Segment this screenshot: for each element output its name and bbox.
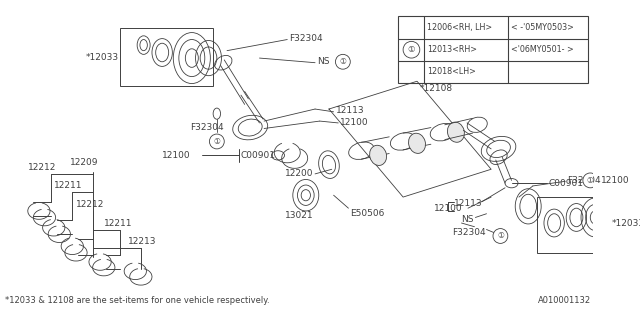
Circle shape xyxy=(209,134,224,149)
Circle shape xyxy=(583,173,598,188)
Text: ①: ① xyxy=(339,57,346,66)
Text: 12211: 12211 xyxy=(104,219,132,228)
Circle shape xyxy=(335,54,350,69)
Text: 12212: 12212 xyxy=(76,200,104,209)
Text: E50506: E50506 xyxy=(350,209,385,218)
Ellipse shape xyxy=(408,133,426,153)
Text: NS: NS xyxy=(317,57,330,66)
Bar xyxy=(399,16,588,83)
Text: *12033 & 12108 are the set-items for one vehicle respectively.: *12033 & 12108 are the set-items for one… xyxy=(4,296,269,305)
Text: NS: NS xyxy=(461,215,474,224)
Text: ①: ① xyxy=(213,137,220,146)
Text: 12200: 12200 xyxy=(285,169,314,179)
Text: C00901: C00901 xyxy=(241,151,276,160)
Text: 12212: 12212 xyxy=(28,163,56,172)
Text: 12211: 12211 xyxy=(54,181,83,190)
Text: 12100: 12100 xyxy=(162,151,191,160)
Text: 12213: 12213 xyxy=(128,237,156,246)
Text: 12209: 12209 xyxy=(70,158,98,167)
Text: F32304: F32304 xyxy=(452,228,486,237)
Text: <'06MY0501- >: <'06MY0501- > xyxy=(511,45,573,54)
Text: ①: ① xyxy=(587,176,594,185)
Text: C00901: C00901 xyxy=(548,179,584,188)
Circle shape xyxy=(403,41,420,58)
Circle shape xyxy=(493,228,508,244)
Bar xyxy=(120,28,213,86)
Ellipse shape xyxy=(447,122,465,142)
Text: 12100: 12100 xyxy=(600,176,629,185)
Text: 12100: 12100 xyxy=(340,117,369,126)
Text: *12033: *12033 xyxy=(612,219,640,228)
Text: 13021: 13021 xyxy=(285,211,314,220)
Text: *12108: *12108 xyxy=(420,84,453,93)
Text: ①: ① xyxy=(497,231,504,241)
Text: F32304: F32304 xyxy=(567,176,601,185)
Text: < -'05MY0503>: < -'05MY0503> xyxy=(511,23,573,32)
Text: A010001132: A010001132 xyxy=(538,296,591,305)
Text: 12113: 12113 xyxy=(335,106,364,116)
Text: 12013<RH>: 12013<RH> xyxy=(427,45,477,54)
Text: *12033: *12033 xyxy=(86,52,118,62)
Bar xyxy=(538,197,610,253)
Text: 12113: 12113 xyxy=(454,199,483,208)
Text: 12006<RH, LH>: 12006<RH, LH> xyxy=(427,23,492,32)
Ellipse shape xyxy=(370,145,387,165)
Text: F32304: F32304 xyxy=(190,123,223,132)
Text: F32304: F32304 xyxy=(289,34,323,43)
Text: 12100: 12100 xyxy=(434,204,462,213)
Text: 12018<LH>: 12018<LH> xyxy=(427,68,476,76)
Text: ①: ① xyxy=(408,45,415,54)
